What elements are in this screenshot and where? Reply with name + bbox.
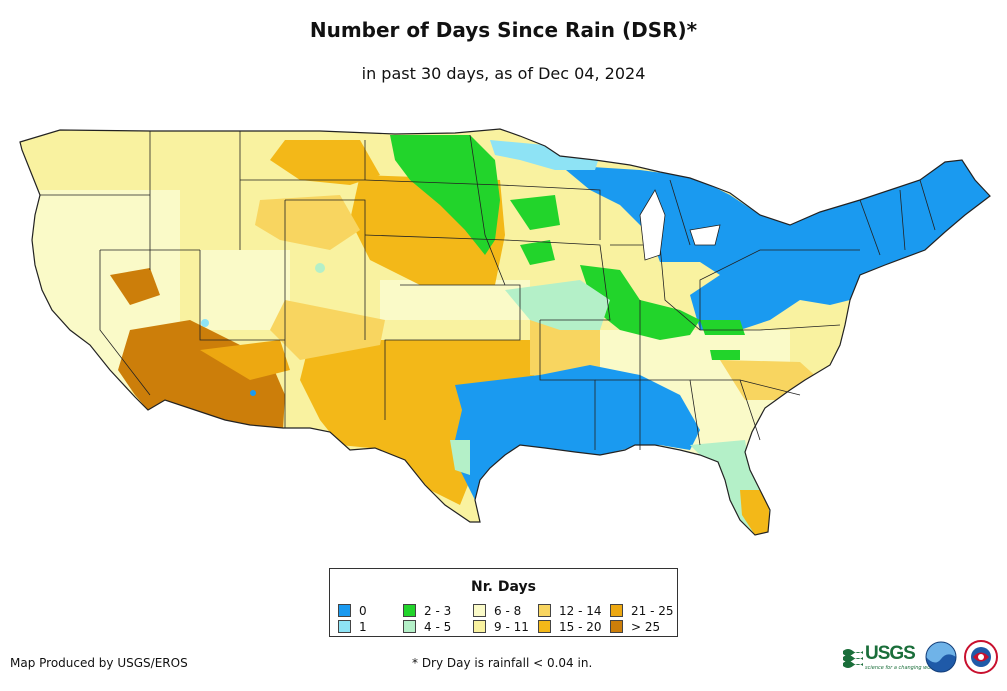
legend-swatch: [338, 604, 351, 617]
legend-label: > 25: [631, 620, 661, 634]
agency-logos: USGS science for a changing world: [843, 640, 1003, 676]
legend-swatch: [610, 620, 623, 633]
legend-swatch: [538, 620, 551, 633]
legend-swatch: [403, 604, 416, 617]
legend-swatch: [473, 604, 486, 617]
legend-label: 9 - 11: [494, 620, 529, 634]
nws-logo-icon: [964, 640, 998, 674]
legend-swatch: [403, 620, 416, 633]
legend-label: 2 - 3: [424, 604, 452, 618]
legend-item: 21 - 25: [610, 604, 674, 618]
legend-item: 4 - 5: [403, 620, 451, 634]
usgs-wave-icon: [843, 649, 863, 668]
usgs-tagline: science for a changing world: [865, 665, 937, 671]
legend-swatch: [538, 604, 551, 617]
legend-item: 6 - 8: [473, 604, 521, 618]
usgs-logo: USGS science for a changing world: [843, 643, 937, 671]
noaa-logo-icon: [925, 641, 957, 673]
legend-label: 6 - 8: [494, 604, 522, 618]
usgs-wordmark: USGS: [865, 643, 916, 664]
legend-item: 12 - 14: [538, 604, 602, 618]
legend-label: 4 - 5: [424, 620, 452, 634]
legend-label: 21 - 25: [631, 604, 674, 618]
producer-credit: Map Produced by USGS/EROS: [10, 656, 188, 670]
legend-item: 9 - 11: [473, 620, 529, 634]
legend-label: 15 - 20: [559, 620, 602, 634]
map-subtitle: in past 30 days, as of Dec 04, 2024: [361, 64, 646, 83]
dry-day-note: * Dry Day is rainfall < 0.04 in.: [412, 656, 593, 670]
legend-swatch: [610, 604, 623, 617]
legend-label: 12 - 14: [559, 604, 602, 618]
legend-swatch: [338, 620, 351, 633]
legend-item: 15 - 20: [538, 620, 602, 634]
legend-label: 0: [359, 604, 367, 618]
legend-swatch: [473, 620, 486, 633]
legend-item: 0: [338, 604, 367, 618]
legend-item: > 25: [610, 620, 660, 634]
legend-title: Nr. Days: [471, 579, 536, 595]
legend-item: 1: [338, 620, 367, 634]
map-title: Number of Days Since Rain (DSR)*: [309, 18, 698, 42]
legend-label: 1: [359, 620, 367, 634]
legend-box: Nr. Days 0 1 2 - 3 4 - 5 6 - 8 9 - 11 12 - 14 1…: [329, 568, 678, 637]
legend-item: 2 - 3: [403, 604, 451, 618]
